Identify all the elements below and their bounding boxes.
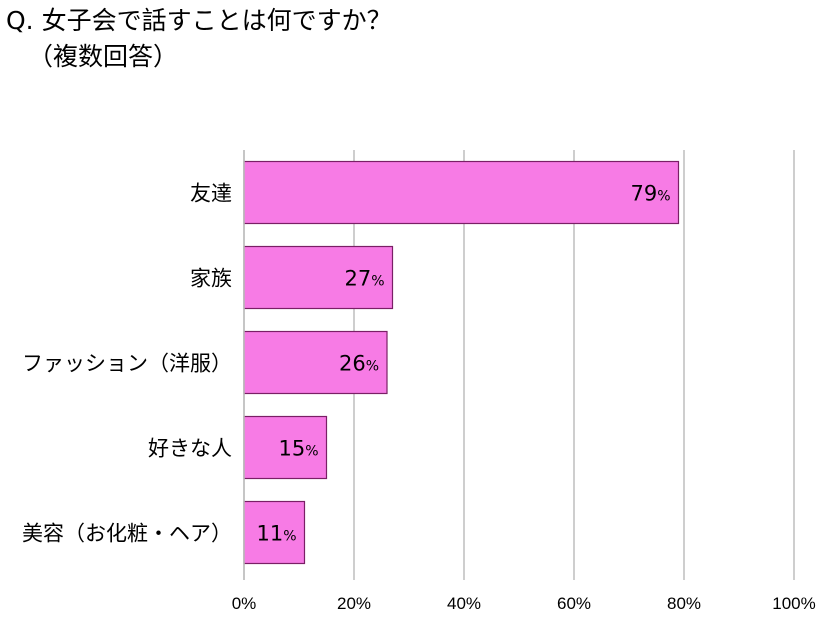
data-label-value: 27 — [344, 267, 371, 291]
chart-subtitle: （複数回答） — [28, 42, 179, 71]
category-label: 美容（お化粧・ヘア） — [22, 522, 232, 546]
x-tick-label: 40% — [447, 594, 481, 613]
data-label: 26% — [339, 352, 379, 376]
data-label-value: 26 — [339, 352, 366, 376]
data-label: 79% — [630, 182, 670, 206]
data-label-unit: % — [305, 444, 318, 460]
x-tick-label: 20% — [337, 594, 371, 613]
data-label-value: 79 — [630, 182, 657, 206]
x-tick-label: 0% — [232, 594, 257, 613]
x-tick-label: 80% — [667, 594, 701, 613]
data-label: 15% — [278, 437, 318, 461]
chart-title: Q. 女子会で話すことは何ですか？ — [6, 6, 392, 35]
data-label-value: 15 — [278, 437, 305, 461]
bar — [243, 160, 680, 225]
category-label: 家族 — [190, 267, 232, 291]
category-label: ファッション（洋服） — [22, 352, 232, 376]
bar — [243, 245, 394, 310]
data-label-unit: % — [366, 359, 379, 375]
category-label: 友達 — [190, 182, 232, 206]
x-tick-label: 60% — [557, 594, 591, 613]
data-label-unit: % — [371, 274, 384, 290]
data-label-value: 11 — [256, 522, 283, 546]
data-label-unit: % — [283, 529, 296, 545]
x-tick-label: 100% — [772, 594, 815, 613]
data-label: 27% — [344, 267, 384, 291]
data-label-unit: % — [657, 189, 670, 205]
data-label: 11% — [256, 522, 296, 546]
category-label: 好きな人 — [148, 437, 232, 461]
